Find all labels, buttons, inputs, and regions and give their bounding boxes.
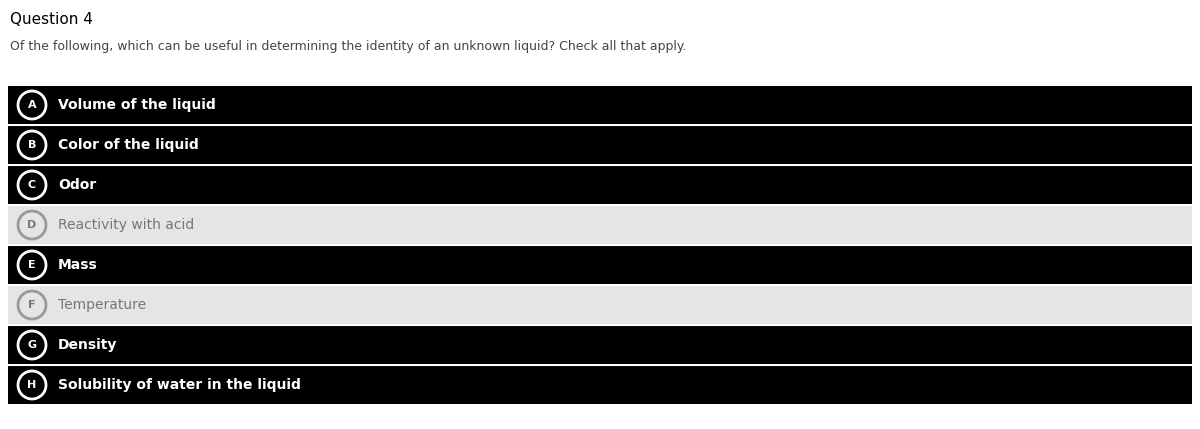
Text: Mass: Mass (58, 258, 97, 272)
Bar (8, 286, 1192, 324)
Circle shape (18, 91, 46, 119)
Text: Odor: Odor (58, 178, 96, 192)
Text: D: D (28, 220, 37, 230)
Text: A: A (28, 100, 36, 110)
Text: Solubility of water in the liquid: Solubility of water in the liquid (58, 378, 301, 392)
Bar (8, 246, 1192, 284)
Bar (8, 366, 1192, 404)
Text: C: C (28, 180, 36, 190)
Text: F: F (29, 300, 36, 310)
Text: Reactivity with acid: Reactivity with acid (58, 218, 194, 232)
Circle shape (18, 131, 46, 159)
Text: Question 4: Question 4 (10, 12, 92, 27)
Bar (8, 326, 1192, 364)
Text: E: E (28, 260, 36, 270)
Bar (8, 206, 1192, 244)
Text: H: H (28, 380, 37, 390)
Circle shape (18, 331, 46, 359)
Text: Temperature: Temperature (58, 298, 146, 312)
Text: Density: Density (58, 338, 118, 352)
Text: Color of the liquid: Color of the liquid (58, 138, 199, 152)
Bar (8, 166, 1192, 204)
Circle shape (18, 251, 46, 279)
Bar (8, 86, 1192, 124)
Text: Of the following, which can be useful in determining the identity of an unknown : Of the following, which can be useful in… (10, 40, 686, 53)
Circle shape (18, 371, 46, 399)
Text: B: B (28, 140, 36, 150)
Text: Volume of the liquid: Volume of the liquid (58, 98, 216, 112)
Bar (8, 126, 1192, 164)
Circle shape (18, 171, 46, 199)
Circle shape (18, 211, 46, 239)
Circle shape (18, 291, 46, 319)
Text: G: G (28, 340, 36, 350)
